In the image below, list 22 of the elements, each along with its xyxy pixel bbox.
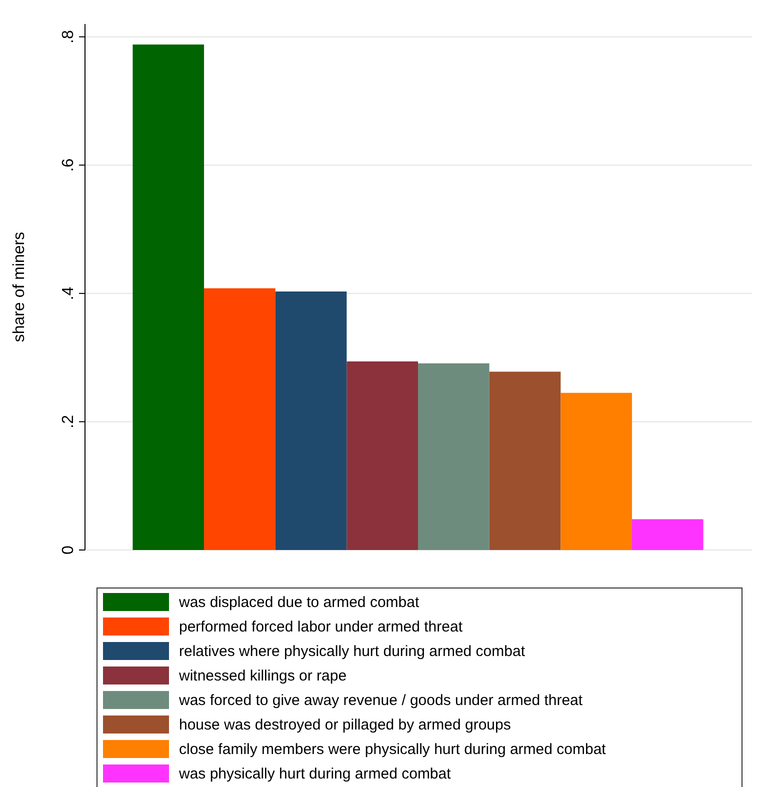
- bar: [418, 363, 490, 550]
- y-tick-label: .2: [60, 414, 77, 428]
- legend-label: was physically hurt during armed combat: [178, 766, 452, 782]
- bar: [132, 44, 204, 550]
- legend-label: witnessed killings or rape: [178, 668, 347, 684]
- legend-label: relatives where physically hurt during armed combat: [179, 643, 526, 660]
- legend-label: was forced to give away revenue / goods under armed threat: [178, 692, 584, 709]
- bar: [560, 392, 632, 550]
- legend-label: performed forced labor under armed threat: [179, 618, 464, 636]
- bar: [346, 361, 418, 550]
- legend-label: was displaced due to armed combat: [178, 594, 420, 611]
- y-tick-label: .8: [60, 30, 77, 44]
- bar: [275, 291, 347, 550]
- y-axis-title: share of miners: [11, 232, 28, 342]
- bar: [204, 288, 276, 550]
- bar: [632, 519, 704, 550]
- legend-label: close family members were physically hurt during armed combat: [179, 741, 607, 758]
- y-tick-label: .6: [60, 158, 77, 172]
- y-tick-label: .4: [60, 286, 77, 300]
- y-tick-label: 0: [60, 545, 77, 554]
- legend-label: house was destroyed or pillaged by armed groups: [179, 716, 511, 734]
- bar: [489, 372, 561, 550]
